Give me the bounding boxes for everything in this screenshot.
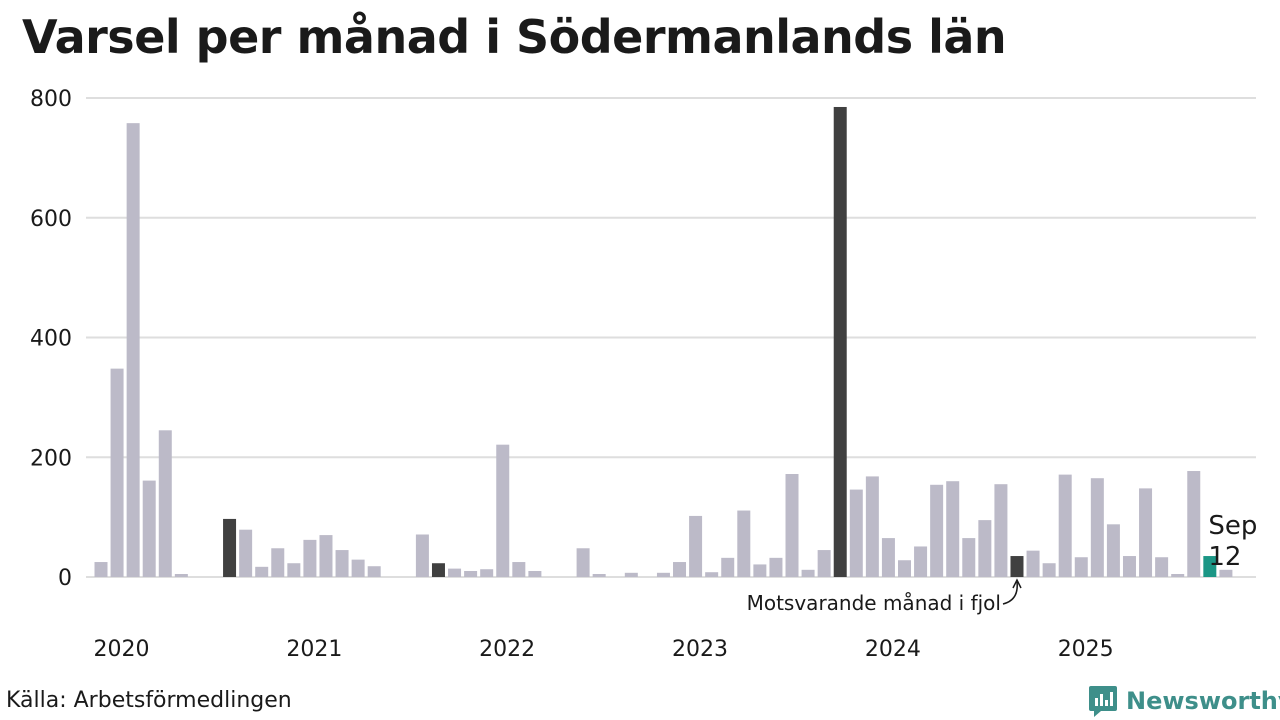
newsworthy-logo: Newsworthy	[1088, 684, 1280, 718]
y-tick-label: 600	[30, 207, 72, 232]
bar	[592, 574, 606, 577]
annotation-arrow	[1002, 581, 1018, 605]
bar	[303, 539, 317, 577]
current-month-label: Sep	[1208, 511, 1257, 541]
bar	[110, 368, 124, 577]
bar	[753, 564, 767, 577]
bar	[962, 538, 976, 577]
bar	[673, 562, 687, 577]
bar	[801, 569, 815, 577]
bar	[1010, 556, 1024, 577]
brand-name: Newsworthy	[1126, 687, 1280, 715]
bar	[126, 123, 140, 578]
bar	[576, 548, 590, 577]
bar	[914, 546, 928, 577]
bar	[431, 563, 445, 577]
bar	[142, 480, 156, 577]
bar	[978, 520, 992, 577]
bar	[1203, 556, 1217, 577]
y-tick-label: 0	[58, 566, 72, 591]
annotation-arrowhead	[1012, 578, 1022, 589]
bar	[464, 571, 478, 577]
gridlines	[86, 97, 1256, 578]
bar	[480, 569, 494, 577]
bar	[624, 572, 638, 577]
x-tick-label: 2021	[286, 637, 342, 662]
bar	[319, 535, 333, 577]
bar	[1026, 550, 1040, 577]
bar	[785, 474, 799, 577]
bar	[898, 560, 911, 577]
newsworthy-icon	[1089, 686, 1117, 717]
x-tick-label: 2022	[479, 637, 535, 662]
bar	[287, 563, 301, 577]
bar	[1058, 474, 1072, 577]
axis-labels: 0 200 400 600 800 2020 2021 2022 2023 2024 2025	[30, 87, 1114, 662]
y-tick-label: 800	[30, 87, 72, 112]
bar	[1074, 557, 1088, 577]
source-note: Källa: Arbetsförmedlingen	[6, 688, 292, 713]
bars	[94, 106, 1233, 578]
x-tick-label: 2025	[1058, 637, 1114, 662]
bar	[849, 489, 863, 577]
bar	[833, 106, 847, 577]
bar	[1155, 557, 1169, 577]
bar	[351, 559, 365, 577]
bar	[255, 566, 269, 577]
bar	[1171, 574, 1185, 577]
bar	[769, 557, 783, 577]
bar	[721, 557, 735, 577]
chart-title: Varsel per månad i Södermanlands län	[22, 10, 1007, 64]
bar	[689, 515, 703, 577]
bar	[223, 518, 237, 577]
bar	[1139, 488, 1153, 577]
bar	[817, 550, 831, 577]
bar	[946, 481, 960, 577]
x-tick-label: 2023	[672, 637, 728, 662]
bar	[1106, 524, 1120, 577]
bar	[158, 430, 172, 577]
bar	[271, 548, 285, 577]
bar	[415, 534, 429, 577]
bar	[737, 510, 751, 577]
bar	[335, 550, 349, 577]
bar	[1042, 563, 1056, 577]
current-value-label: 12	[1208, 542, 1241, 572]
bar	[94, 562, 108, 577]
y-tick-label: 200	[30, 446, 72, 471]
bar	[865, 476, 879, 577]
bar	[1122, 556, 1136, 577]
bar	[1219, 569, 1233, 577]
bar	[174, 574, 188, 577]
bar	[994, 484, 1008, 577]
bar	[705, 572, 719, 577]
bar	[1187, 471, 1201, 577]
x-tick-label: 2020	[94, 637, 150, 662]
bar	[656, 572, 670, 577]
annotation-text: Motsvarande månad i fjol	[747, 591, 1001, 615]
bar	[528, 571, 542, 577]
bar	[496, 444, 510, 577]
bar	[1090, 478, 1104, 577]
bar	[448, 568, 462, 577]
bar	[239, 529, 253, 577]
bar	[512, 562, 526, 577]
x-tick-label: 2024	[865, 637, 921, 662]
y-tick-label: 400	[30, 327, 72, 352]
bar	[930, 484, 944, 577]
bar	[367, 566, 381, 577]
bar	[881, 538, 895, 577]
